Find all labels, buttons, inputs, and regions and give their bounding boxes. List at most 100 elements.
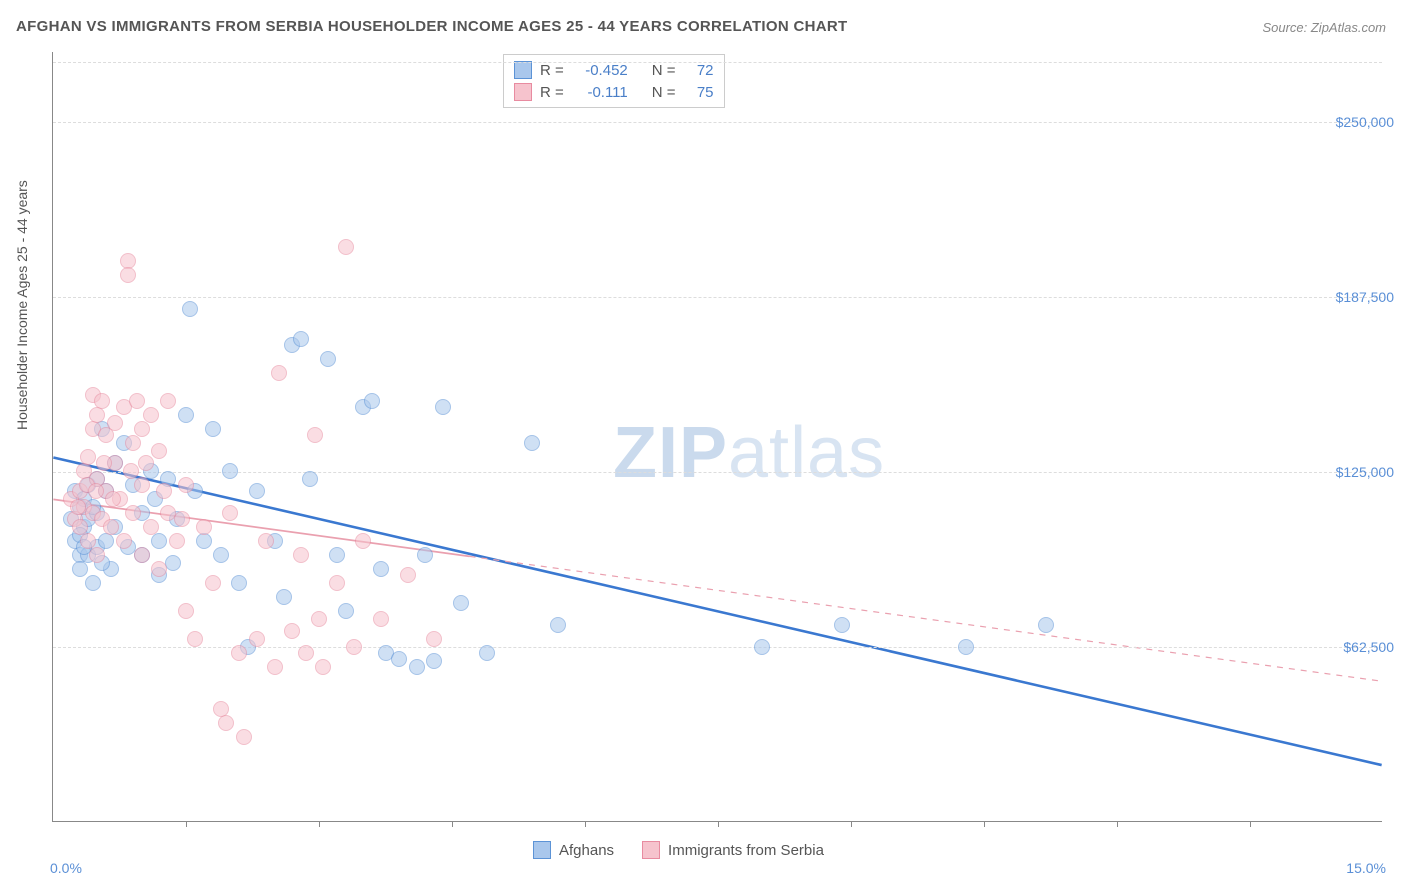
watermark: ZIPatlas <box>613 412 885 494</box>
data-point <box>151 561 167 577</box>
trend-line <box>53 457 1381 765</box>
x-tick <box>1117 821 1118 827</box>
series-swatch <box>642 841 660 859</box>
data-point <box>160 393 176 409</box>
stat-r-label: R = <box>540 62 564 79</box>
data-point <box>205 575 221 591</box>
data-point <box>80 449 96 465</box>
data-point <box>479 645 495 661</box>
series-legend: Afghans Immigrants from Serbia <box>533 841 824 859</box>
data-point <box>205 421 221 437</box>
data-point <box>143 519 159 535</box>
gridline <box>53 297 1382 298</box>
data-point <box>169 533 185 549</box>
trend-line <box>470 556 1382 681</box>
x-tick <box>851 821 852 827</box>
x-tick <box>718 821 719 827</box>
series-swatch <box>514 83 532 101</box>
y-tick-label: $62,500 <box>1343 639 1394 655</box>
data-point <box>426 631 442 647</box>
data-point <box>134 421 150 437</box>
data-point <box>267 659 283 675</box>
data-point <box>96 455 112 471</box>
data-point <box>156 483 172 499</box>
data-point <box>754 639 770 655</box>
y-axis-label: Householder Income Ages 25 - 44 years <box>14 180 30 430</box>
data-point <box>178 603 194 619</box>
data-point <box>129 393 145 409</box>
data-point <box>218 715 234 731</box>
stat-n-value: 72 <box>684 62 714 79</box>
data-point <box>400 567 416 583</box>
data-point <box>249 483 265 499</box>
series-legend-item: Immigrants from Serbia <box>642 841 824 859</box>
data-point <box>236 729 252 745</box>
data-point <box>123 463 139 479</box>
data-point <box>231 645 247 661</box>
data-point <box>329 547 345 563</box>
data-point <box>125 435 141 451</box>
data-point <box>298 645 314 661</box>
data-point <box>293 331 309 347</box>
data-point <box>231 575 247 591</box>
series-swatch <box>514 61 532 79</box>
x-tick <box>984 821 985 827</box>
data-point <box>120 267 136 283</box>
x-tick <box>1250 821 1251 827</box>
gridline <box>53 122 1382 123</box>
data-point <box>302 471 318 487</box>
data-point <box>373 611 389 627</box>
data-point <box>98 533 114 549</box>
data-point <box>125 505 141 521</box>
data-point <box>94 393 110 409</box>
data-point <box>958 639 974 655</box>
scatter-plot-area: ZIPatlas R =-0.452N =72R =-0.111N =75 Af… <box>52 52 1382 822</box>
data-point <box>338 603 354 619</box>
data-point <box>524 435 540 451</box>
data-point <box>174 511 190 527</box>
data-point <box>338 239 354 255</box>
data-point <box>271 365 287 381</box>
data-point <box>116 533 132 549</box>
x-tick <box>186 821 187 827</box>
stat-r-value: -0.452 <box>572 62 628 79</box>
y-tick-label: $187,500 <box>1336 289 1394 305</box>
series-name: Immigrants from Serbia <box>668 842 824 859</box>
data-point <box>417 547 433 563</box>
stats-legend-row: R =-0.111N =75 <box>514 81 714 103</box>
data-point <box>72 561 88 577</box>
gridline <box>53 62 1382 63</box>
data-point <box>426 653 442 669</box>
data-point <box>105 491 121 507</box>
data-point <box>70 499 86 515</box>
x-axis-min-label: 0.0% <box>50 860 82 876</box>
data-point <box>346 639 362 655</box>
data-point <box>409 659 425 675</box>
data-point <box>85 575 101 591</box>
data-point <box>276 589 292 605</box>
data-point <box>88 483 104 499</box>
data-point <box>107 415 123 431</box>
data-point <box>391 651 407 667</box>
data-point <box>187 631 203 647</box>
y-tick-label: $125,000 <box>1336 464 1394 480</box>
stat-r-value: -0.111 <box>572 84 628 101</box>
series-legend-item: Afghans <box>533 841 614 859</box>
data-point <box>89 547 105 563</box>
data-point <box>222 463 238 479</box>
stat-n-label: N = <box>652 84 676 101</box>
data-point <box>364 393 380 409</box>
data-point <box>213 547 229 563</box>
x-axis-max-label: 15.0% <box>1346 860 1386 876</box>
data-point <box>134 477 150 493</box>
data-point <box>315 659 331 675</box>
data-point <box>435 399 451 415</box>
gridline <box>53 472 1382 473</box>
chart-title: AFGHAN VS IMMIGRANTS FROM SERBIA HOUSEHO… <box>16 18 847 35</box>
data-point <box>196 519 212 535</box>
x-tick <box>319 821 320 827</box>
stat-r-label: R = <box>540 84 564 101</box>
data-point <box>1038 617 1054 633</box>
data-point <box>178 407 194 423</box>
source-attribution: Source: ZipAtlas.com <box>1262 20 1386 35</box>
